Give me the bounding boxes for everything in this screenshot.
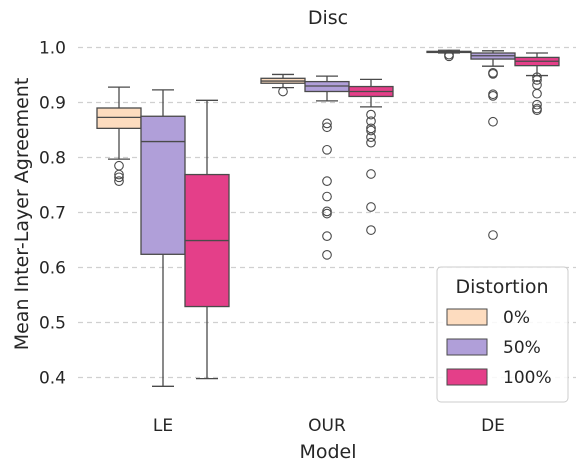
x-tick-label: OUR: [308, 416, 346, 436]
box-groups: [96, 49, 560, 387]
y-tick-label: 1.0: [39, 39, 66, 59]
y-tick-label: 0.4: [39, 369, 66, 389]
outlier-point: [322, 118, 332, 129]
outlier-point: [366, 225, 376, 235]
outlier-point: [488, 116, 498, 127]
y-tick-label: 0.7: [39, 204, 66, 224]
outlier-point: [488, 91, 498, 101]
y-tick-label: 0.9: [39, 94, 66, 114]
outlier-point: [366, 137, 376, 148]
outlier-point: [366, 132, 376, 142]
box-le-50pct: [140, 89, 186, 387]
outlier-point: [532, 88, 542, 99]
y-tick-label: 0.6: [39, 259, 66, 279]
box-our-0pct: [260, 73, 306, 97]
legend-swatch: [446, 338, 488, 356]
outlier-point: [366, 116, 376, 127]
box-body: [96, 107, 142, 130]
outlier-point: [322, 144, 332, 155]
y-tick-label: 0.8: [39, 149, 66, 169]
outlier-point: [488, 69, 498, 79]
box-our-100pct: [348, 78, 394, 235]
box-le-0pct: [96, 86, 142, 186]
x-tick-labels: LE OUR DE: [153, 416, 505, 436]
x-tick-label: LE: [153, 416, 173, 436]
outlier-point: [322, 208, 332, 219]
outlier-point: [444, 51, 454, 62]
y-tick-label: 0.5: [39, 314, 66, 334]
legend-label: 0%: [503, 308, 530, 328]
legend-swatch: [446, 308, 488, 326]
legend-label: 100%: [503, 368, 552, 388]
y-axis-label: Mean Inter-Layer Agreement: [11, 78, 33, 351]
box-de-0pct: [426, 49, 472, 62]
outlier-point: [322, 122, 332, 133]
box-le-100pct: [184, 99, 230, 380]
outlier-point: [322, 176, 332, 186]
box-our-50pct: [304, 75, 350, 260]
legend-label: 50%: [503, 338, 541, 358]
legend-frame: [436, 266, 569, 403]
legend-title: Distortion: [455, 276, 548, 298]
outlier-point: [114, 169, 124, 180]
outlier-point: [532, 72, 542, 83]
outlier-point: [322, 250, 332, 260]
x-axis-label: Model: [299, 441, 356, 463]
chart-title: Disc: [308, 7, 348, 29]
legend: Distortion 0% 50% 100%: [436, 266, 569, 403]
legend-swatch: [446, 368, 488, 386]
outlier-point: [366, 109, 376, 120]
outlier-point: [278, 86, 288, 97]
outlier-point: [366, 169, 376, 179]
box-de-100pct: [514, 52, 560, 116]
outlier-point: [532, 75, 542, 85]
outlier-point: [322, 231, 332, 241]
outlier-point: [114, 160, 124, 171]
outlier-point: [488, 230, 498, 240]
outlier-point: [532, 105, 542, 116]
y-tick-labels: 0.4 0.5 0.6 0.7 0.8 0.9 1.0: [39, 39, 66, 389]
outlier-point: [322, 191, 332, 202]
outlier-point: [532, 99, 542, 110]
outlier-point: [114, 172, 124, 183]
box-body: [140, 115, 186, 255]
outlier-point: [366, 125, 376, 136]
x-tick-label: DE: [481, 416, 505, 436]
box-de-50pct: [470, 50, 516, 240]
outlier-point: [114, 176, 124, 186]
outlier-point: [366, 202, 376, 212]
outlier-point: [322, 206, 332, 217]
